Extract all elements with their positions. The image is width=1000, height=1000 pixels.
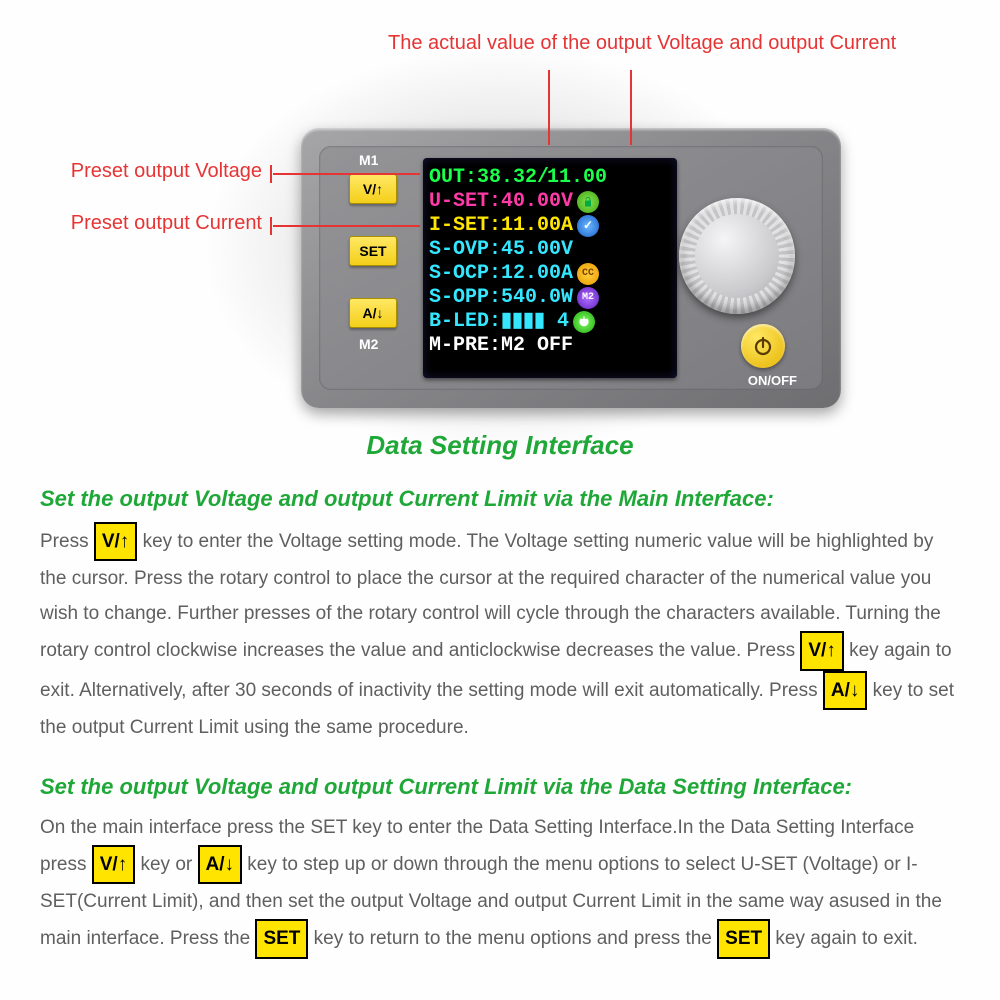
keycap-adown: A/↓	[823, 671, 868, 710]
callout-line-left-2	[273, 225, 420, 227]
rotary-knob[interactable]	[679, 198, 795, 314]
section-main-interface: Set the output Voltage and output Curren…	[40, 486, 960, 745]
screen-row-bled: B-LED:▮▮▮▮ 4	[429, 310, 671, 334]
lock-icon	[577, 191, 599, 213]
onoff-button[interactable]	[741, 324, 785, 368]
screen-row-out: OUT: 38.32 / 11.00	[429, 166, 671, 190]
screen-row-sopp: S-OPP:540.0W M2	[429, 286, 671, 310]
section2-body: On the main interface press the SET key …	[40, 810, 960, 959]
keycap-set: SET	[717, 919, 770, 958]
left-callout-voltage: Preset output Voltage	[40, 160, 262, 183]
device-module: M1 V/↑ SET A/↓ M2 OUT: 38.32 / 11.00 U-S…	[301, 128, 841, 408]
set-button[interactable]: SET	[349, 236, 397, 266]
m2-label: M2	[359, 336, 378, 352]
screen-row-sovp: S-OVP:45.00V	[429, 238, 671, 262]
a-down-button[interactable]: A/↓	[349, 298, 397, 328]
callout-line-top-1	[548, 70, 550, 145]
section1-heading: Set the output Voltage and output Curren…	[40, 486, 960, 512]
power-icon	[573, 311, 595, 333]
check-icon: ✓	[577, 215, 599, 237]
keycap-vup: V/↑	[800, 631, 843, 670]
section-data-setting: Set the output Voltage and output Curren…	[40, 774, 960, 959]
screen-row-socp: S-OCP:12.00A CC	[429, 262, 671, 286]
section1-body: Press V/↑ key to enter the Voltage setti…	[40, 522, 960, 745]
section-title: Data Setting Interface	[0, 430, 1000, 461]
callout-line-top-2	[630, 70, 632, 145]
m2-icon: M2	[577, 287, 599, 309]
onoff-label: ON/OFF	[748, 373, 797, 388]
left-callout-current: Preset output Current	[40, 212, 262, 235]
m1-label: M1	[359, 152, 378, 168]
keycap-adown: A/↓	[198, 845, 243, 884]
device-panel: M1 V/↑ SET A/↓ M2 OUT: 38.32 / 11.00 U-S…	[319, 146, 823, 390]
v-up-button[interactable]: V/↑	[349, 174, 397, 204]
section2-heading: Set the output Voltage and output Curren…	[40, 774, 960, 800]
keycap-vup: V/↑	[94, 522, 137, 561]
top-callout-label: The actual value of the output Voltage a…	[388, 32, 896, 55]
screen-row-iset: I-SET:11.00A ✓	[429, 214, 671, 238]
screen-row-mpre: M-PRE:M2 OFF	[429, 334, 671, 358]
screen-row-uset: U-SET:40.00V	[429, 190, 671, 214]
lcd-screen: OUT: 38.32 / 11.00 U-SET:40.00V I-SET:11…	[423, 158, 677, 378]
keycap-vup: V/↑	[92, 845, 135, 884]
callout-line-left-1	[273, 173, 420, 175]
callout-line-left-1v	[270, 165, 272, 183]
cc-icon: CC	[577, 263, 599, 285]
keycap-set: SET	[255, 919, 308, 958]
callout-line-left-2v	[270, 217, 272, 235]
